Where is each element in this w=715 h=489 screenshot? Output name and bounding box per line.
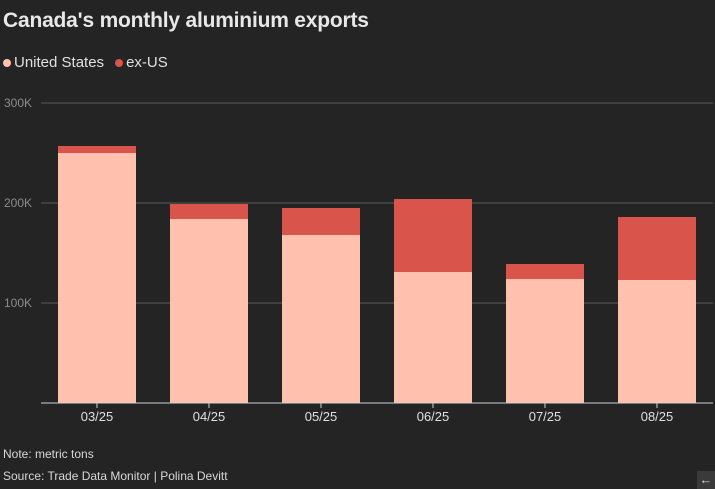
bar-united-states bbox=[170, 219, 248, 403]
bar-united-states bbox=[58, 153, 136, 403]
y-tick-label: 100K bbox=[4, 296, 32, 310]
bar-united-states bbox=[506, 279, 584, 403]
x-tick-label: 08/25 bbox=[641, 409, 674, 424]
source-text: Source: Trade Data Monitor | Polina Devi… bbox=[3, 469, 228, 483]
y-tick-label: 200K bbox=[4, 196, 32, 210]
x-tick-label: 06/25 bbox=[417, 409, 450, 424]
legend-label-ex-us: ex-US bbox=[126, 54, 168, 71]
x-tick-label: 05/25 bbox=[305, 409, 338, 424]
y-tick-label: 300K bbox=[4, 96, 32, 110]
bar-ex-us bbox=[394, 199, 472, 272]
back-arrow-icon[interactable]: ← bbox=[697, 471, 715, 489]
legend: United States ex-US bbox=[3, 54, 179, 71]
bar-ex-us bbox=[282, 208, 360, 235]
legend-item-united-states: United States bbox=[3, 54, 104, 71]
legend-swatch-united-states bbox=[3, 58, 11, 67]
legend-swatch-ex-us bbox=[115, 58, 124, 67]
note-text: Note: metric tons bbox=[3, 447, 94, 461]
bar-ex-us bbox=[170, 204, 248, 219]
bar-ex-us bbox=[618, 217, 696, 280]
bar-ex-us bbox=[58, 146, 136, 153]
chart-title: Canada's monthly aluminium exports bbox=[3, 9, 369, 32]
legend-label-united-states: United States bbox=[14, 54, 105, 71]
x-tick-label: 07/25 bbox=[529, 409, 562, 424]
bar-united-states bbox=[282, 235, 360, 403]
bar-united-states bbox=[618, 280, 696, 403]
legend-item-ex-us: ex-US bbox=[115, 54, 168, 71]
x-tick-label: 03/25 bbox=[81, 409, 114, 424]
bar-ex-us bbox=[506, 264, 584, 279]
x-tick-label: 04/25 bbox=[193, 409, 226, 424]
bar-united-states bbox=[394, 272, 472, 403]
